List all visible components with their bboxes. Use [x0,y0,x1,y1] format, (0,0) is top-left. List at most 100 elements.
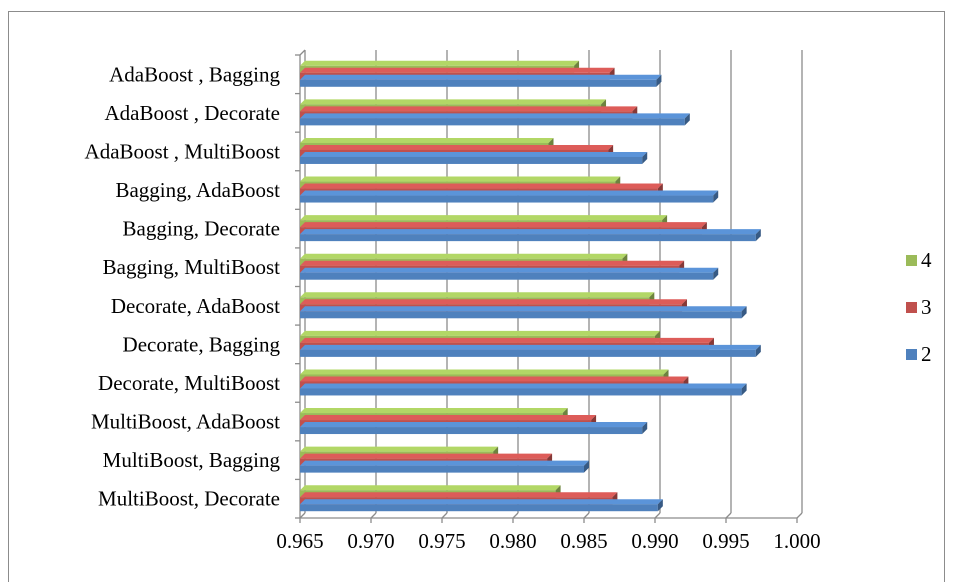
x-tick-label: 0.970 [347,529,394,553]
bar-front-face [300,427,643,435]
x-tick-label: 0.995 [702,529,749,553]
bar-top-face [300,176,621,182]
gridline-floor [370,512,377,519]
bar-end-face [657,499,663,512]
category-label: AdaBoost , Bagging [109,62,280,86]
bar-top-face [300,499,663,505]
bar-top-face [300,453,553,459]
gridline-floor [583,512,590,519]
bar-end-face [741,306,747,319]
legend-swatch [906,302,917,313]
bar-front-face [300,79,657,87]
legend-item: 3 [906,295,932,320]
bar [300,74,662,87]
bar-top-face [300,151,648,157]
bar [300,267,719,280]
bar-top-face [300,292,655,298]
bar [300,422,648,435]
bar-front-face [300,195,714,203]
category-label: Decorate, AdaBoost [111,294,280,318]
bar-top-face [300,222,707,228]
category-label: MultiBoost, Decorate [98,487,280,511]
bar-top-face [300,267,719,273]
chart-frame [8,11,945,582]
bar-end-face [755,344,761,357]
x-tick-label: 0.990 [631,529,678,553]
bar-end-face [584,460,589,473]
category-label: Decorate, MultiBoost [98,371,280,395]
bar-top-face [300,460,589,466]
bar-top-face [300,190,719,196]
plot-area [300,50,802,518]
category-label: Bagging, AdaBoost [115,178,280,202]
gridline-floor [441,512,448,519]
bar-front-face [300,118,685,126]
bar-end-face [713,190,719,203]
category-label: AdaBoost , Decorate [104,101,280,125]
x-tick-label: 0.975 [418,529,465,553]
gridline-floor [654,512,661,519]
bar [300,306,747,319]
bar-front-face [300,465,584,473]
bar-front-face [300,388,742,396]
bar-end-face [741,383,747,396]
bar-top-face [300,306,747,312]
x-tick-label: 0.965 [276,529,323,553]
bar-end-face [642,422,648,435]
bar-top-face [300,299,687,305]
legend-label: 4 [921,248,932,272]
legend-label: 3 [921,295,932,319]
bar-front-face [300,156,643,164]
bar-front-face [300,504,658,512]
bar-front-face [300,272,714,280]
bar-top-face [300,415,597,421]
bar [300,460,589,473]
bar-front-face [300,234,756,242]
gridline-floor [299,512,306,519]
category-label: Bagging, MultiBoost [103,255,281,279]
bar-top-face [300,137,554,143]
bar [300,229,761,242]
bar-top-face [300,446,499,452]
bar-top-face [300,422,648,428]
category-label: Decorate, Bagging [123,332,281,356]
bar [300,383,747,396]
bar-top-face [300,74,662,80]
bar-front-face [300,349,756,357]
bar-top-face [300,229,761,235]
x-tick-label: 0.980 [489,529,536,553]
bar-top-face [300,215,668,221]
bar-top-face [300,408,568,414]
category-label: MultiBoost, AdaBoost [91,410,280,434]
bar-top-face [300,492,618,498]
bar-top-face [300,260,685,266]
y-axis-depth [299,49,306,56]
bar-end-face [755,229,761,242]
x-tick-label: 1.000 [773,529,820,553]
legend-swatch [906,349,917,360]
bar-end-face [713,267,719,280]
gridline-floor [725,512,732,519]
bar-end-face [684,113,690,126]
gridline-floor [796,512,803,519]
bar-top-face [300,383,747,389]
bar-top-face [300,376,689,382]
category-label: AdaBoost , MultiBoost [85,139,281,163]
legend-item: 2 [906,342,932,367]
bar [300,190,719,203]
legend-swatch [906,255,917,266]
legend-item: 4 [906,248,932,273]
bar-top-face [300,99,607,105]
bar [300,113,690,126]
bar-top-face [300,67,615,73]
bar-top-face [300,330,660,336]
bar-top-face [300,369,669,375]
bar-front-face [300,311,742,319]
bar-top-face [300,113,690,119]
category-label: MultiBoost, Bagging [103,448,281,472]
bar-top-face [300,60,580,66]
bar-end-face [642,151,648,164]
bar-end-face [656,74,662,87]
bar-top-face [300,344,761,350]
bar [300,151,648,164]
